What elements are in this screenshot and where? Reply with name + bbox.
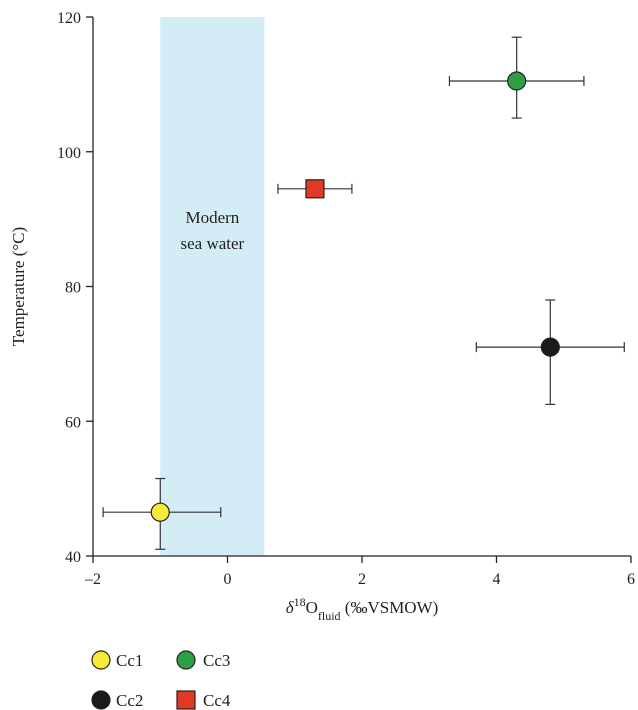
sea-water-band-rect: [160, 17, 265, 556]
axes: 40 60 80 100 120 –2 0 2 4 6: [57, 10, 635, 588]
legend-label: Cc1: [116, 651, 143, 670]
legend-label: Cc2: [116, 691, 143, 710]
legend-marker: [91, 690, 111, 710]
legend-marker: [176, 650, 196, 670]
sea-water-band-label: Modern: [185, 208, 239, 227]
x-label-o: O: [306, 598, 318, 617]
legend-item-cc4: Cc4: [176, 690, 231, 710]
legend-marker: [176, 690, 196, 710]
legend-item-cc2: Cc2: [91, 690, 143, 710]
y-axis-label: Temperature (°C): [9, 227, 28, 346]
data-point-cc3: [507, 71, 527, 91]
y-tick-label: 60: [65, 414, 81, 431]
legend-marker: [91, 650, 111, 670]
legend-item-cc1: Cc1: [91, 650, 143, 670]
x-label-delta: δ: [286, 598, 295, 617]
legend-label: Cc4: [203, 691, 231, 710]
legend-label: Cc3: [203, 651, 230, 670]
x-tick-label: 0: [224, 571, 232, 588]
data-point-cc1: [150, 502, 170, 522]
y-tick-label: 40: [65, 549, 81, 566]
data-series: [102, 36, 625, 550]
y-tick-label: 100: [57, 145, 81, 162]
x-axis-label: δ18Ofluid (‰VSMOW): [286, 595, 439, 623]
x-tick-label: 2: [358, 571, 366, 588]
data-point-cc2: [540, 337, 560, 357]
series-cc2: [475, 299, 625, 406]
sea-water-band: Modern sea water: [160, 17, 265, 556]
x-tick-label: 4: [493, 571, 501, 588]
x-tick-label: –2: [84, 571, 101, 588]
y-tick-label: 80: [65, 280, 81, 297]
legend-item-cc3: Cc3: [176, 650, 230, 670]
series-cc4: [277, 179, 353, 199]
series-cc1: [102, 477, 222, 550]
y-tick-label: 120: [57, 10, 81, 27]
sea-water-band-label: sea water: [181, 234, 245, 253]
legend: Cc1 Cc3 Cc2 Cc4: [91, 650, 231, 710]
x-tick-label: 6: [627, 571, 635, 588]
axis-labels: Temperature (°C) δ18Ofluid (‰VSMOW): [9, 227, 438, 623]
x-label-units: (‰VSMOW): [341, 598, 439, 617]
data-point-cc4: [305, 179, 325, 199]
x-label-sub: fluid: [318, 609, 341, 623]
series-cc3: [448, 36, 585, 119]
x-label-sup: 18: [294, 595, 306, 609]
